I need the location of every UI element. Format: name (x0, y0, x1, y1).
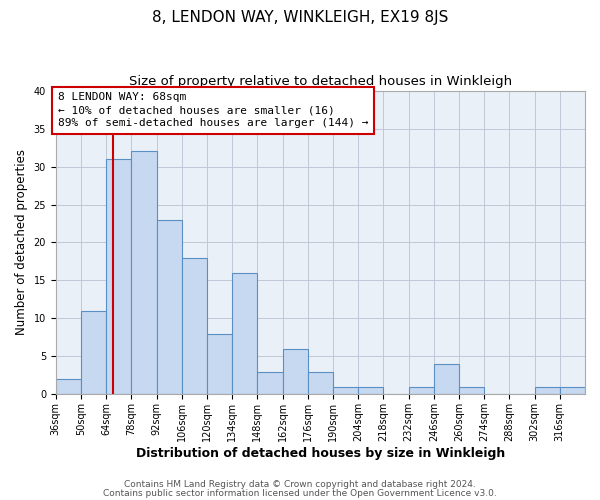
Bar (106, 159, 131, 394)
Bar (409, 387, 434, 394)
Bar (131, 152, 157, 394)
Title: Size of property relative to detached houses in Winkleigh: Size of property relative to detached ho… (129, 75, 512, 88)
Bar (207, 334, 232, 394)
Bar (257, 372, 283, 394)
Bar (358, 387, 383, 394)
Text: Contains HM Land Registry data © Crown copyright and database right 2024.: Contains HM Land Registry data © Crown c… (124, 480, 476, 489)
Bar (232, 273, 257, 394)
Bar (308, 372, 333, 394)
Bar (182, 258, 207, 394)
Text: 8, LENDON WAY, WINKLEIGH, EX19 8JS: 8, LENDON WAY, WINKLEIGH, EX19 8JS (152, 10, 448, 25)
Bar (560, 387, 585, 394)
Y-axis label: Number of detached properties: Number of detached properties (15, 150, 28, 336)
Bar (434, 364, 459, 394)
Bar (535, 387, 560, 394)
Text: 8 LENDON WAY: 68sqm
← 10% of detached houses are smaller (16)
89% of semi-detach: 8 LENDON WAY: 68sqm ← 10% of detached ho… (58, 92, 368, 128)
Bar (157, 220, 182, 394)
Text: Contains public sector information licensed under the Open Government Licence v3: Contains public sector information licen… (103, 488, 497, 498)
Bar (459, 387, 484, 394)
Bar (81, 311, 106, 394)
Bar (56, 379, 81, 394)
Bar (283, 349, 308, 395)
X-axis label: Distribution of detached houses by size in Winkleigh: Distribution of detached houses by size … (136, 447, 505, 460)
Bar (333, 387, 358, 394)
